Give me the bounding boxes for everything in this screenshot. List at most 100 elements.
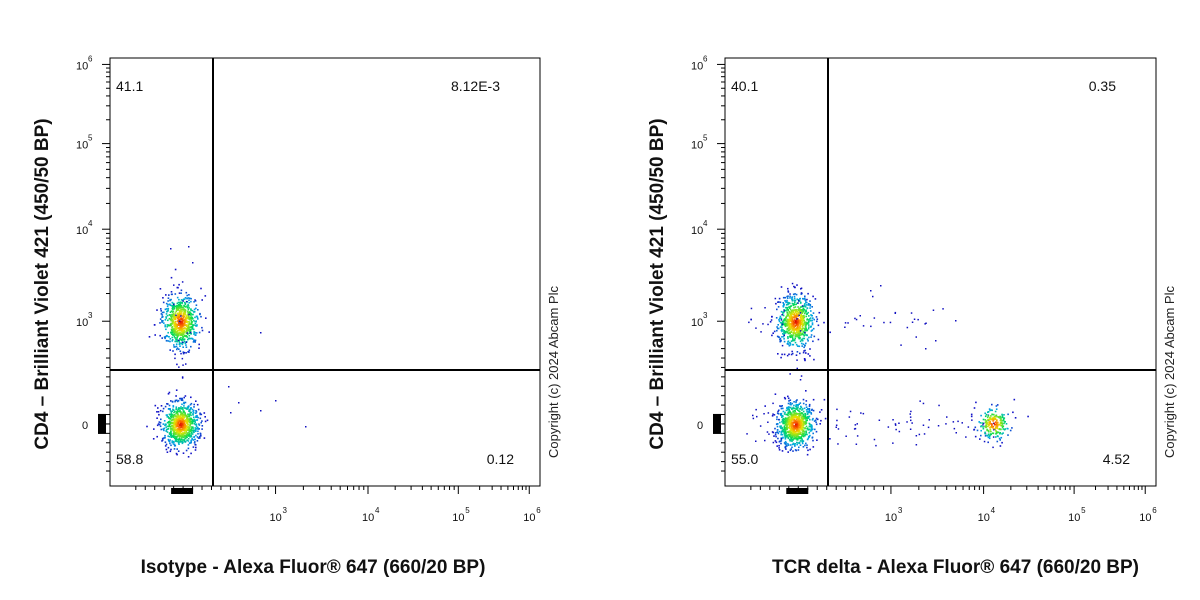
data-point [804, 427, 806, 429]
data-point [999, 432, 1001, 435]
data-point [806, 334, 808, 336]
data-point [182, 306, 184, 309]
data-point [813, 335, 816, 338]
data-point [196, 419, 198, 421]
data-point [811, 437, 814, 439]
data-point [782, 329, 784, 331]
data-point [802, 308, 805, 310]
data-point [798, 433, 801, 435]
data-point [183, 340, 186, 343]
data-point [179, 426, 182, 428]
data-point [180, 422, 183, 424]
data-point [779, 340, 781, 343]
quadrant-lower-right-value: 0.12 [487, 451, 514, 467]
data-point [795, 425, 798, 428]
data-point [177, 432, 180, 435]
data-point [796, 437, 798, 440]
data-point [796, 423, 798, 426]
data-point [781, 320, 784, 323]
data-point [982, 427, 985, 430]
data-point [173, 443, 176, 446]
data-point [811, 419, 814, 421]
data-point [181, 418, 184, 420]
data-point [789, 430, 792, 432]
x-tick-label: 10 [362, 512, 374, 524]
data-point [788, 438, 791, 441]
data-point [185, 428, 187, 431]
data-point [186, 406, 189, 408]
data-point [164, 441, 167, 443]
data-point [790, 326, 793, 328]
data-point [802, 446, 805, 448]
data-point [805, 328, 807, 330]
data-point [181, 376, 184, 378]
data-point [804, 297, 806, 300]
y-axis-title: CD4 – Brilliant Violet 421 (450/50 BP) [647, 118, 668, 449]
data-point [809, 318, 811, 320]
data-point [980, 425, 982, 428]
data-point [190, 316, 193, 318]
data-point [945, 423, 947, 425]
data-point [898, 422, 900, 424]
data-point [805, 442, 807, 445]
data-point [791, 421, 794, 424]
data-point [989, 429, 992, 431]
data-point [789, 449, 792, 452]
data-point [918, 433, 921, 436]
data-point [192, 446, 195, 448]
data-point [188, 431, 190, 434]
data-point [798, 333, 800, 335]
data-point [187, 315, 190, 317]
data-point [169, 349, 171, 351]
data-point [927, 426, 930, 429]
y-tick-label: 10 [691, 225, 703, 237]
data-point [836, 419, 838, 422]
data-point [782, 296, 785, 299]
data-point [780, 438, 783, 440]
data-point [788, 327, 790, 330]
data-point [982, 422, 985, 425]
data-point [179, 310, 181, 312]
data-point [174, 444, 177, 447]
data-point [154, 334, 156, 336]
data-point [1000, 418, 1002, 420]
data-point [799, 352, 801, 355]
data-point [787, 418, 790, 421]
data-point [787, 329, 790, 332]
data-point [812, 432, 814, 435]
data-point [783, 432, 786, 435]
data-point [159, 288, 162, 290]
data-point [187, 427, 189, 429]
data-point [182, 411, 185, 414]
data-point [174, 318, 177, 320]
data-point [181, 403, 183, 406]
data-point [783, 303, 785, 305]
data-point [781, 450, 784, 452]
data-point [854, 424, 857, 426]
data-point [190, 321, 193, 323]
data-point [188, 329, 190, 331]
data-point [175, 327, 178, 330]
data-point [802, 413, 805, 416]
data-point [193, 420, 196, 423]
data-point [780, 319, 783, 321]
data-point [781, 405, 783, 407]
data-point [775, 435, 777, 438]
data-point [783, 442, 786, 444]
data-point [801, 426, 803, 428]
data-point [801, 432, 804, 435]
data-point [190, 308, 192, 310]
data-point [191, 418, 193, 421]
data-point [793, 430, 795, 433]
data-point [809, 418, 811, 421]
data-point [146, 425, 148, 428]
data-point [174, 410, 176, 413]
data-point [178, 311, 181, 313]
data-point [182, 408, 184, 411]
data-point [169, 413, 171, 416]
data-point [168, 423, 170, 426]
data-point [789, 427, 791, 429]
data-point [180, 318, 182, 320]
data-point [180, 313, 182, 316]
data-point [783, 332, 786, 335]
